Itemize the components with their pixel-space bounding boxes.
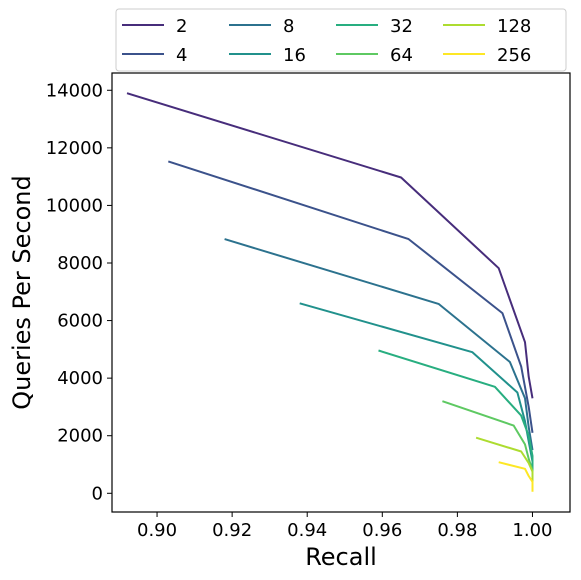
- plot-frame: [111, 72, 571, 513]
- legend-label-128: 128: [497, 16, 531, 37]
- x-tick-label: 1.00: [512, 520, 552, 541]
- legend-label-64: 64: [390, 45, 413, 66]
- series-lines: [126, 92, 534, 492]
- y-tick-label: 4000: [57, 368, 103, 389]
- series-line-32: [378, 349, 534, 474]
- legend-label-4: 4: [176, 45, 187, 66]
- legend: 2 4 8 16 32 64 128 256: [115, 8, 567, 72]
- series-line-4: [167, 160, 534, 433]
- x-tick-label: 0.92: [212, 520, 252, 541]
- series-line-128: [475, 436, 534, 487]
- axis-ticks: 0.90 0.92 0.94 0.96 0.98 1.00 0 2000 4000 6000 800…: [46, 80, 553, 541]
- y-tick-label: 0: [92, 483, 103, 504]
- legend-label-256: 256: [497, 45, 531, 66]
- y-tick-label: 12000: [46, 138, 103, 159]
- x-tick-label: 0.96: [362, 520, 402, 541]
- y-tick-label: 10000: [46, 195, 103, 216]
- y-axis-title: Queries Per Second: [8, 175, 36, 410]
- series-line-16: [299, 302, 534, 462]
- x-axis-title: Recall: [305, 543, 377, 571]
- legend-label-8: 8: [283, 16, 294, 37]
- y-tick-label: 2000: [57, 426, 103, 447]
- legend-label-2: 2: [176, 16, 187, 37]
- x-tick-label: 0.98: [437, 520, 477, 541]
- y-tick-label: 8000: [57, 253, 103, 274]
- series-line-2: [126, 92, 534, 399]
- series-line-8: [224, 238, 534, 451]
- y-tick-label: 14000: [46, 80, 103, 101]
- legend-label-32: 32: [390, 16, 413, 37]
- y-tick-label: 6000: [57, 311, 103, 332]
- x-tick-label: 0.90: [137, 520, 177, 541]
- series-line-256: [498, 461, 534, 492]
- legend-label-16: 16: [283, 45, 306, 66]
- x-tick-label: 0.94: [287, 520, 327, 541]
